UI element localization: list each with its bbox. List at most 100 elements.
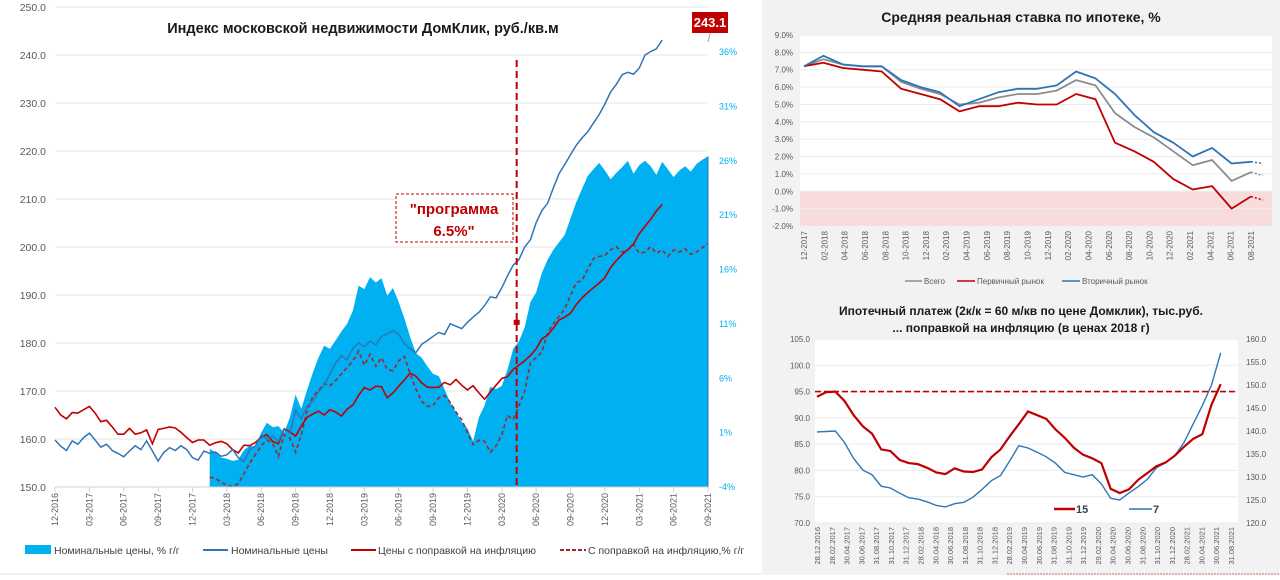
last-value-badge bbox=[692, 12, 728, 33]
chart-title: Индекс московской недвижимости ДомКлик, … bbox=[167, 21, 559, 37]
plot-area bbox=[815, 339, 1238, 523]
x-tick-label: 31.12.2018 bbox=[990, 527, 999, 565]
y-tick-label: -2.0% bbox=[772, 222, 793, 231]
x-tick-label: 09-2021 bbox=[703, 493, 713, 526]
line-nominal-prices bbox=[54, 39, 663, 463]
y-tick-label: 170.0 bbox=[20, 386, 46, 398]
x-tick-label: 08-2021 bbox=[1247, 230, 1256, 260]
x-tick-label: 02-2019 bbox=[942, 230, 951, 260]
annotation-box bbox=[395, 193, 514, 243]
x-tick-label: 06-2017 bbox=[119, 493, 129, 526]
area-nominal-yoy bbox=[209, 156, 708, 487]
x-tick-label: 28.02.2019 bbox=[1005, 527, 1014, 565]
x-tick-label: 03-2021 bbox=[634, 493, 644, 526]
x-tick-label: 31.08.2017 bbox=[872, 527, 881, 565]
x-tick-label: 09-2020 bbox=[566, 493, 576, 526]
y-tick-label: 190.0 bbox=[20, 290, 46, 302]
legend-label: Номинальные цены, % г/г bbox=[54, 545, 180, 557]
y2-tick-label: 150.0 bbox=[1246, 381, 1267, 390]
x-tick-label: 12-2019 bbox=[462, 493, 472, 526]
rate-chart-panel: -2.0% -1.0% 0.0% 1.0% 2.0% 3.0% 4.0% 5.0% 6.0% 7.… bbox=[762, 0, 1280, 290]
y-tick-label: 6.0% bbox=[775, 83, 793, 92]
line-real-yoy bbox=[209, 242, 709, 488]
y-tick-label: 240.0 bbox=[20, 50, 46, 62]
y2-tick-label: 11% bbox=[719, 319, 736, 329]
y-tick-label: 0.0% bbox=[775, 187, 793, 196]
y-tick-label: 7.0% bbox=[775, 66, 793, 75]
x-tick-label: 31.10.2019 bbox=[1064, 527, 1073, 565]
y-tick-label: 2.0% bbox=[775, 153, 793, 162]
x-tick-label: 30.06.2019 bbox=[1035, 527, 1044, 565]
y2-tick-label: 6% bbox=[719, 373, 732, 383]
line-real-prices bbox=[54, 203, 663, 454]
x-tick-label: 31.12.2017 bbox=[902, 527, 911, 565]
y2-tick-label: 155.0 bbox=[1246, 358, 1267, 367]
x-tick-label: 04-2020 bbox=[1084, 230, 1093, 260]
last-value-label: 243.1 bbox=[694, 15, 727, 30]
y-tick-label: 220.0 bbox=[20, 146, 46, 158]
rate-chart: -2.0% -1.0% 0.0% 1.0% 2.0% 3.0% 4.0% 5.0% 6.0% 7.… bbox=[772, 9, 1272, 286]
y-tick-label: 105.0 bbox=[790, 335, 811, 344]
legend-label: Всего bbox=[924, 277, 946, 286]
x-tick-label: 06-2018 bbox=[861, 230, 870, 260]
x-tick-label: 30.06.2017 bbox=[857, 527, 866, 565]
x-tick-label: 06-2018 bbox=[256, 493, 266, 526]
x-tick-label: 31.08.2021 bbox=[1227, 527, 1236, 565]
payment-chart: 70.0 75.0 80.0 85.0 90.0 95.0 100.0 105.0 120.0 1… bbox=[790, 304, 1280, 575]
x-tick-label: 02-2018 bbox=[820, 230, 829, 260]
x-tick-label: 04-2021 bbox=[1206, 230, 1215, 260]
y-tick-label: 85.0 bbox=[794, 440, 810, 449]
x-tick-label: 30.04.2018 bbox=[931, 527, 940, 565]
legend-label: Первичный рынок bbox=[977, 277, 1044, 286]
y-tick-label: 200.0 bbox=[20, 242, 46, 254]
y2-tick-label: 135.0 bbox=[1246, 450, 1267, 459]
legend-label: Вторичный рынок bbox=[1082, 277, 1148, 286]
y-tick-label: 80.0 bbox=[794, 466, 810, 475]
x-tick-label: 31.12.2019 bbox=[1079, 527, 1088, 565]
legend-label: 7 bbox=[1153, 504, 1159, 516]
x-tick-label: 09-2019 bbox=[428, 493, 438, 526]
x-tick-label: 06-2020 bbox=[1105, 230, 1114, 260]
y-tick-label: 5.0% bbox=[775, 100, 793, 109]
x-tick-label: 03-2020 bbox=[497, 493, 507, 526]
x-tick-label: 31.10.2020 bbox=[1153, 527, 1162, 565]
annotation-line2: 6.5%" bbox=[433, 223, 474, 240]
chart-subtitle: ... поправкой на инфляцию (в ценах 2018 … bbox=[892, 321, 1149, 335]
x-tick-label: 12-2020 bbox=[1166, 230, 1175, 260]
y2-tick-label: 120.0 bbox=[1246, 519, 1267, 528]
x-tick-label: 12-2016 bbox=[50, 493, 60, 526]
y2-tick-label: 140.0 bbox=[1246, 427, 1267, 436]
y-tick-label: 250.0 bbox=[20, 2, 46, 14]
x-tick-label: 31.08.2019 bbox=[1050, 527, 1059, 565]
x-tick-label: 10-2018 bbox=[902, 230, 911, 260]
x-tick-label: 02-2021 bbox=[1186, 230, 1195, 260]
y-tick-label: 230.0 bbox=[20, 98, 46, 110]
x-tick-label: 12-2018 bbox=[922, 230, 931, 260]
x-tick-label: 12-2020 bbox=[600, 493, 610, 526]
y-tick-label: 95.0 bbox=[794, 388, 810, 397]
x-tick-label: 31.10.2017 bbox=[887, 527, 896, 565]
x-tick-label: 31.10.2018 bbox=[976, 527, 985, 565]
legend-label: С поправкой на инфляцию,% г/г bbox=[588, 545, 744, 557]
y2-tick-label: 125.0 bbox=[1246, 496, 1267, 505]
legend-swatch-area bbox=[25, 545, 51, 554]
x-tick-label: 09-2018 bbox=[291, 493, 301, 526]
x-tick-label: 29.02.2020 bbox=[1094, 527, 1103, 565]
y2-tick-label: 1% bbox=[719, 428, 732, 438]
y-tick-label: 8.0% bbox=[775, 48, 793, 57]
main-chart: 150.0 160.0 170.0 180.0 190.0 200.0 210.0 220.0… bbox=[0, 2, 762, 575]
x-tick-label: 28.12.2016 bbox=[813, 527, 822, 565]
y-tick-label: 90.0 bbox=[794, 414, 810, 423]
y2-tick-label: -4% bbox=[719, 482, 735, 492]
chart-title: Ипотечный платеж (2к/к = 60 м/кв по цене… bbox=[839, 304, 1203, 318]
x-tick-label: 02-2020 bbox=[1064, 230, 1073, 260]
x-tick-label: 03-2017 bbox=[84, 493, 94, 526]
x-tick-label: 04-2019 bbox=[963, 230, 972, 260]
main-chart-panel: 150.0 160.0 170.0 180.0 190.0 200.0 210.0 220.0… bbox=[0, 0, 762, 575]
y-tick-label: 70.0 bbox=[794, 519, 810, 528]
x-tick-label: 12-2017 bbox=[187, 493, 197, 526]
x-tick-label: 30.06.2018 bbox=[946, 527, 955, 565]
x-tick-label: 31.12.2020 bbox=[1168, 527, 1177, 565]
y-tick-label: -1.0% bbox=[772, 205, 793, 214]
x-tick-label: 12-2019 bbox=[1044, 230, 1053, 260]
